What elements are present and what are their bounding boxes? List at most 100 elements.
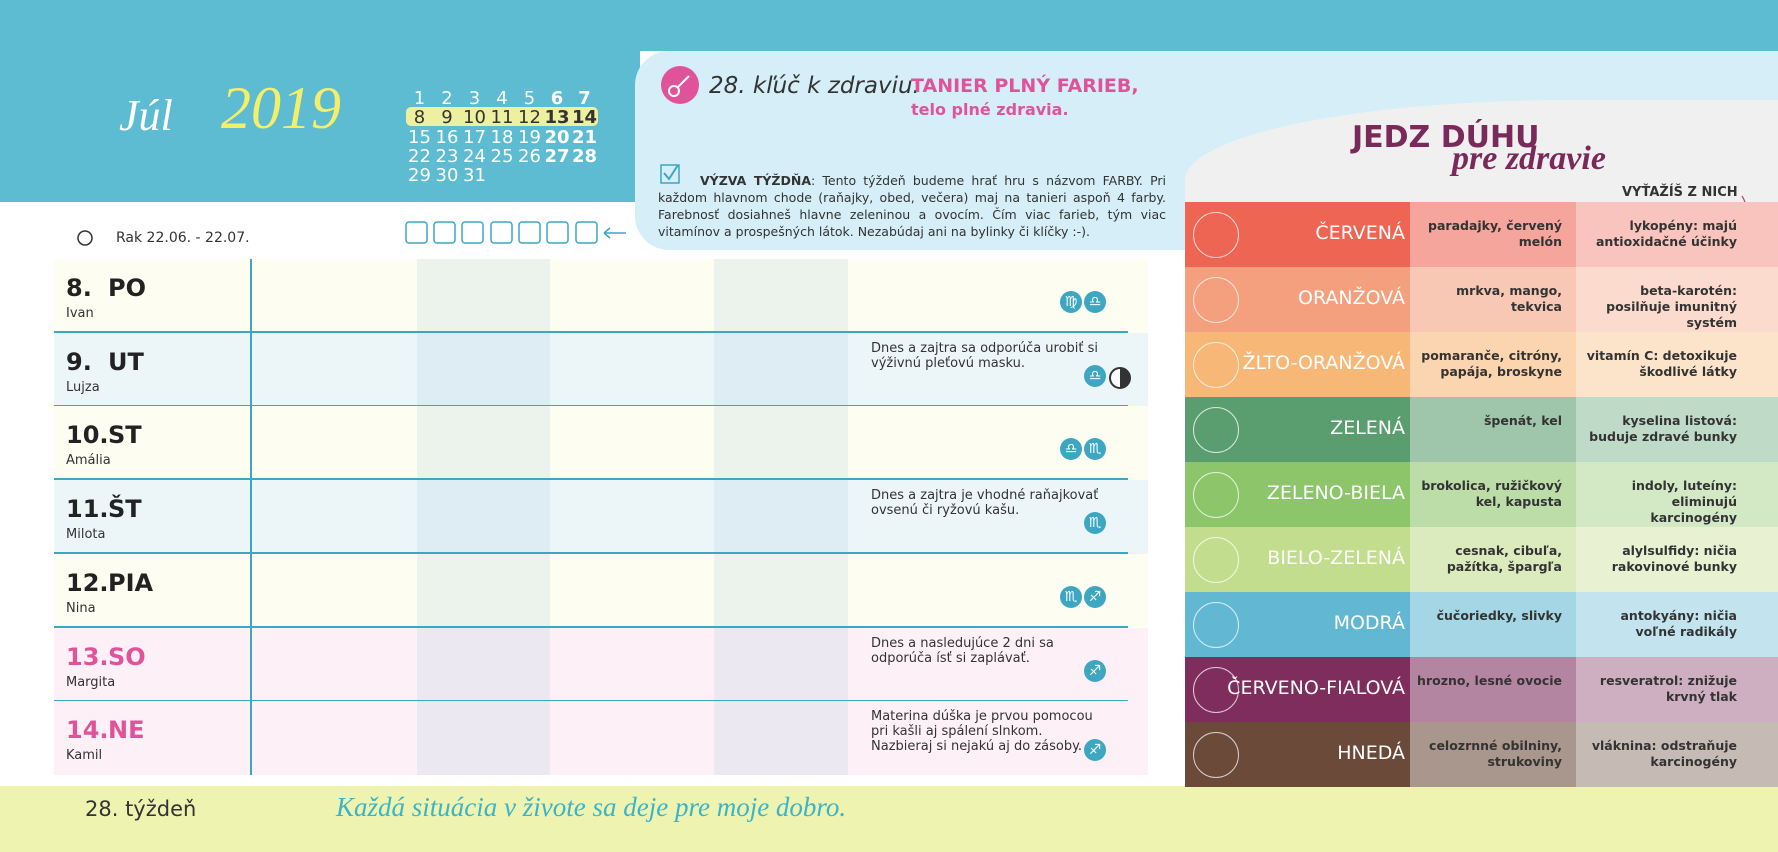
calendar-day: 28 — [571, 145, 598, 167]
shade — [417, 406, 550, 481]
color-name: ČERVENO-FIALOVÁ — [1227, 677, 1405, 699]
benefit: beta-karotén: posilňuje imunitný systém — [1606, 283, 1737, 330]
benefit: resveratrol: znižuje krvný tlak — [1599, 673, 1737, 704]
tint — [1576, 657, 1778, 722]
shade — [714, 553, 848, 628]
moon-icon — [1109, 366, 1131, 389]
week-label: 28. týždeň — [85, 797, 197, 821]
foods: cesnak, cibuľa, pažítka, špargľa — [1446, 543, 1562, 574]
calendar-day: 17 — [463, 126, 486, 148]
rainbow-row: ORANŽOVÁ mrkva, mango, tekvica beta-karoté… — [1185, 267, 1778, 332]
name-day: Milota — [66, 527, 106, 543]
rainbow-row: MODRÁ čučoriedky, slivky antokyány: ničia … — [1185, 592, 1778, 657]
motto: Každá situácia v živote sa deje pre moje… — [336, 792, 847, 822]
calendar-day: 13 — [544, 107, 570, 129]
color-name: HNEDÁ — [1337, 742, 1405, 764]
key-label: 28. kľúč k zdraviu: — [709, 73, 921, 99]
tint — [1576, 202, 1778, 267]
zodiac-sign: ♏ — [1084, 438, 1106, 461]
shade — [714, 480, 848, 554]
zodiac-sign: ♐ — [1084, 585, 1106, 608]
tint — [1410, 722, 1576, 787]
rainbow-row: BIELO-ZELENÁ cesnak, cibuľa, pažítka, špa… — [1185, 527, 1778, 592]
note: Dnes a nasledujúce 2 dni sa odporúča ísť… — [871, 635, 1054, 666]
color-name: ZELENÁ — [1330, 417, 1405, 439]
veg-sketch — [1193, 342, 1239, 388]
benefit: vitamín C: detoxikuje škodlivé látky — [1586, 348, 1737, 379]
calendar-day: 2 — [441, 88, 453, 109]
zodiac-sign: ♐ — [1084, 659, 1106, 682]
shade — [417, 259, 550, 333]
divider — [250, 627, 252, 702]
zodiac-sign: ♎ — [1084, 364, 1106, 387]
name-day: Margita — [66, 674, 116, 690]
tint — [1410, 657, 1576, 722]
calendar-day: 1 — [413, 88, 426, 109]
day-row: 9. UT Lujza Dnes a zajtra sa odporúča urobi… — [54, 332, 1148, 407]
day-row: 10. ST Amália ♎ ♏ — [54, 406, 1148, 481]
challenge-text: : Tento týždeň budeme hrať hru s názvom … — [658, 173, 1167, 239]
foods: pomaranče, citróny, papája, broskyne — [1421, 348, 1562, 379]
calendar-day: 31 — [463, 165, 486, 187]
row-line — [54, 404, 1128, 407]
note: Dnes a zajtra je vhodné raňajkovať ovsen… — [871, 488, 1099, 519]
tint — [1410, 267, 1576, 332]
name-day: Amália — [66, 453, 111, 469]
benefit: antokyány: ničia voľné radikály — [1620, 608, 1737, 639]
color-name: MODRÁ — [1333, 612, 1405, 634]
calendar-day: 18 — [490, 126, 514, 148]
tint — [1410, 332, 1576, 397]
day-row: 12. PIA Nina ♏ ♐ — [54, 553, 1148, 628]
row-line — [54, 699, 1128, 702]
tint — [1410, 527, 1576, 592]
divider — [250, 259, 252, 333]
name-day: Nina — [66, 600, 96, 616]
calendar-day: 21 — [571, 126, 598, 148]
tint — [1576, 332, 1778, 397]
key-icon-part — [677, 75, 690, 88]
day-name: UT — [108, 347, 144, 376]
note: Dnes a zajtra sa odporúča urobiť si výži… — [871, 340, 1099, 371]
day-name: ST — [108, 421, 142, 450]
color-name: ZELENO-BIELA — [1266, 482, 1405, 504]
calendar-day: 12 — [518, 107, 541, 129]
divider — [250, 553, 252, 628]
tint — [1576, 592, 1778, 657]
row-line — [54, 552, 1128, 555]
calendar-day: 16 — [435, 126, 459, 148]
calendar-day: 3 — [468, 88, 481, 109]
veg-sketch — [1193, 277, 1239, 323]
zodiac-sign: ♐ — [1084, 739, 1106, 762]
rainbow-title: JEDZ DÚHU — [1352, 120, 1540, 155]
veg-sketch — [1193, 732, 1239, 778]
note: Materina dúška je prvou pomocou pri kašl… — [871, 709, 1093, 755]
calendar-day: 15 — [408, 126, 431, 148]
zodiac-sign: ♎ — [1060, 438, 1082, 461]
shade — [714, 701, 848, 775]
rainbow-row: HNEDÁ celozrnné obilniny, strukoviny vlákn… — [1185, 722, 1778, 787]
day-number: 11. — [66, 495, 109, 524]
foods: celozrnné obilniny, strukoviny — [1429, 738, 1562, 769]
calendar-day: 30 — [435, 165, 459, 187]
rainbow-row: ŽLTO-ORANŽOVÁ pomaranče, citróny, papája,… — [1185, 332, 1778, 397]
day-number: 14. — [66, 716, 109, 745]
day-row: 13. SO Margita Dnes a nasledujúce 2 dni sa … — [54, 627, 1148, 702]
tint — [1576, 462, 1778, 527]
benefit: kyselina listová: buduje zdravé bunky — [1589, 413, 1737, 444]
foods: čučoriedky, slivky — [1436, 608, 1562, 623]
foods: brokolica, ružičkový kel, kapusta — [1421, 478, 1562, 509]
veg-sketch — [1193, 212, 1239, 258]
calendar-day: 6 — [550, 88, 564, 109]
color-name: BIELO-ZELENÁ — [1267, 547, 1405, 569]
shade — [714, 406, 848, 481]
month: Júl — [119, 91, 173, 140]
color-name: ČERVENÁ — [1315, 222, 1405, 244]
benefit: vláknina: odstraňuje karcinogény — [1591, 738, 1737, 769]
name-day: Kamil — [66, 748, 103, 764]
calendar-day: 22 — [408, 145, 431, 167]
shade — [417, 480, 550, 554]
zodiac-sign: ♍ — [1060, 291, 1082, 313]
veg-sketch — [1193, 407, 1239, 453]
day-row: 8. PO Ivan ♍ ♎ — [54, 259, 1148, 333]
